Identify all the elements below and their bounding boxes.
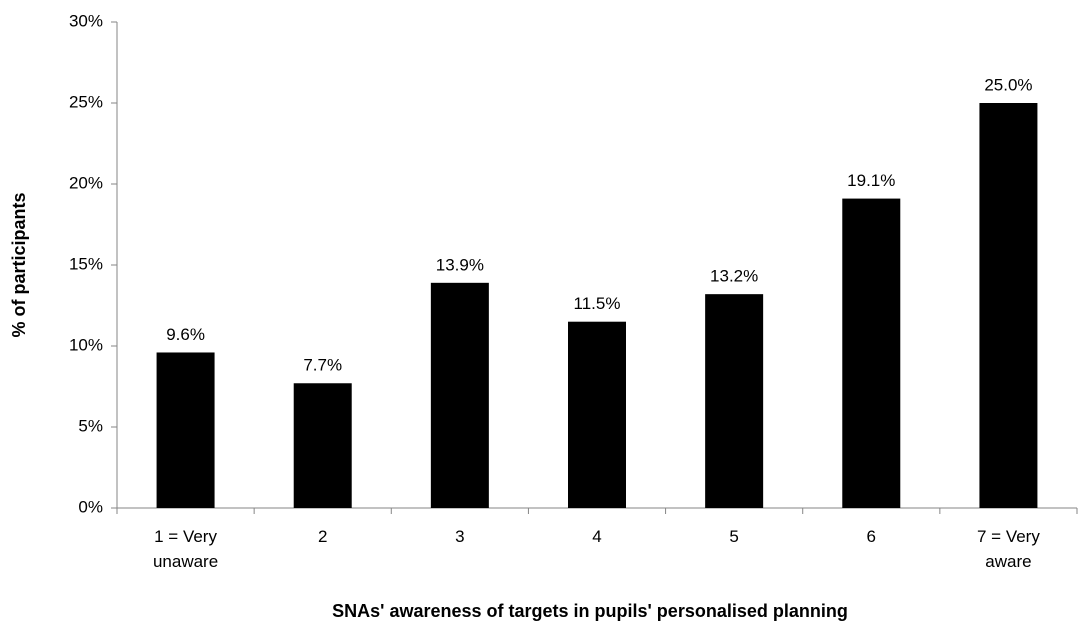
x-tick-label: 4: [592, 527, 602, 546]
y-tick-label: 30%: [69, 11, 103, 30]
data-label: 13.2%: [710, 267, 758, 286]
data-label: 9.6%: [166, 325, 205, 344]
bar: [979, 103, 1038, 508]
y-tick-label: 10%: [69, 335, 103, 354]
bar: [842, 198, 901, 508]
y-axis-title: % of participants: [9, 192, 29, 337]
bar: [430, 282, 489, 508]
bar: [705, 294, 764, 508]
y-tick-label: 25%: [69, 92, 103, 111]
y-tick-label: 15%: [69, 254, 103, 273]
y-tick-label: 20%: [69, 173, 103, 192]
y-tick-label: 0%: [78, 497, 103, 516]
x-tick-label: 1 = Very unaware: [152, 527, 219, 571]
data-label: 13.9%: [436, 255, 484, 274]
x-axis-title: SNAs' awareness of targets in pupils' pe…: [332, 601, 848, 621]
y-tick-label: 5%: [78, 416, 103, 435]
data-label: 19.1%: [847, 171, 895, 190]
x-tick-label: 6: [866, 527, 877, 546]
x-tick-label: 7 = Very aware: [976, 527, 1040, 571]
x-tick-label: 2: [317, 527, 328, 546]
bar: [156, 352, 215, 508]
bar: [293, 383, 352, 508]
data-label: 7.7%: [303, 356, 342, 375]
data-label: 25.0%: [984, 75, 1032, 94]
x-tick-label: 5: [729, 527, 739, 546]
bar: [568, 321, 626, 508]
data-label: 11.5%: [574, 294, 621, 313]
x-tick-label: 3: [455, 527, 465, 546]
